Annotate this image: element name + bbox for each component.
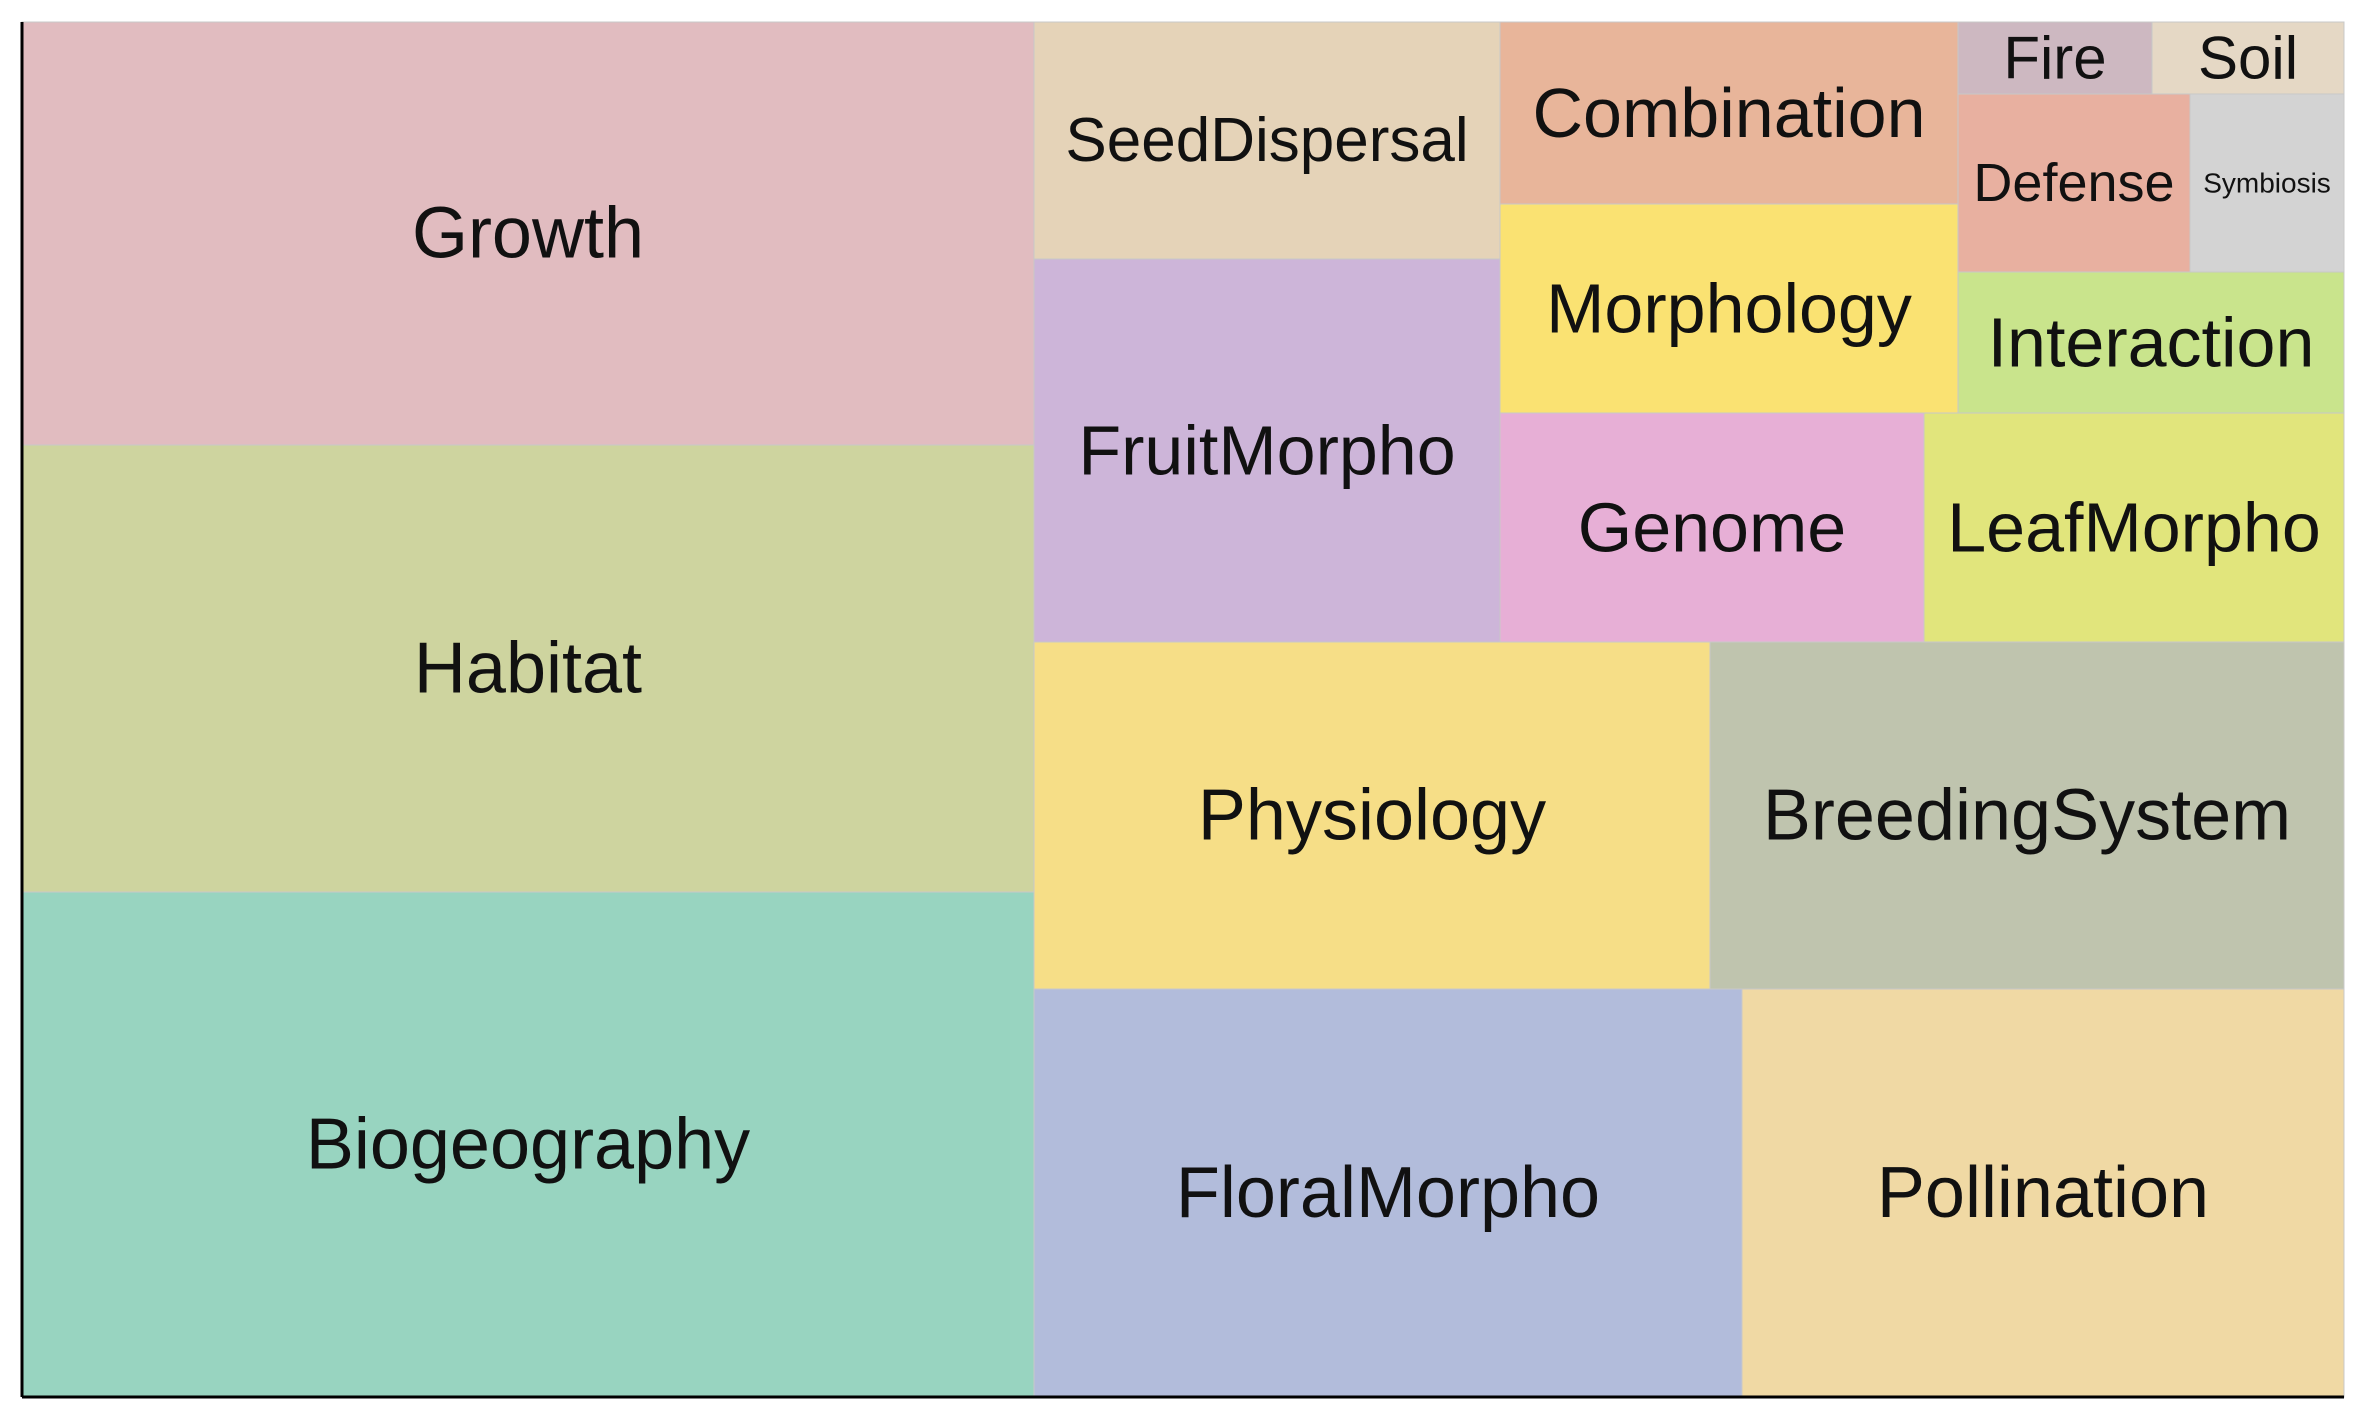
tile-label-symbiosis: Symbiosis	[2203, 168, 2331, 199]
tile-label-pollination: Pollination	[1877, 1153, 2209, 1233]
tile-label-physiology: Physiology	[1198, 776, 1546, 856]
tile-label-genome: Genome	[1578, 489, 1846, 567]
tile-leaf-morpho	[1923, 412, 2345, 643]
tile-label-seed-dispersal: SeedDispersal	[1065, 106, 1468, 175]
tile-label-defense: Defense	[1973, 153, 2174, 213]
tile-label-fruit-morpho: FruitMorpho	[1078, 412, 1455, 490]
tile-combination	[1499, 21, 1959, 205]
tile-symbiosis	[2189, 93, 2345, 273]
tile-growth	[21, 21, 1035, 446]
tile-label-habitat: Habitat	[414, 629, 642, 709]
tile-biogeography	[21, 891, 1035, 1398]
tile-label-fire: Fire	[2003, 25, 2106, 92]
tile-physiology	[1033, 641, 1711, 990]
tile-fruit-morpho	[1033, 258, 1501, 643]
tile-label-interaction: Interaction	[1988, 304, 2315, 382]
tiles-layer	[21, 21, 2345, 1398]
tile-habitat	[21, 444, 1035, 893]
labels-layer: Growth Habitat Biogeography SeedDispersal Fr…	[306, 25, 2331, 1234]
tile-interaction	[1957, 271, 2345, 414]
tile-breeding-system	[1709, 641, 2345, 990]
tile-label-growth: Growth	[412, 194, 644, 274]
tile-morphology	[1499, 203, 1959, 414]
tile-label-breeding-system: BreedingSystem	[1763, 776, 2291, 856]
tile-floral-morpho	[1033, 988, 1743, 1398]
tile-label-leaf-morpho: LeafMorpho	[1947, 489, 2321, 567]
tile-defense	[1957, 93, 2191, 273]
tile-label-combination: Combination	[1533, 74, 1926, 152]
tile-genome	[1499, 412, 1925, 643]
tile-seed-dispersal	[1033, 21, 1501, 260]
tile-label-biogeography: Biogeography	[306, 1105, 750, 1185]
tile-label-morphology: Morphology	[1546, 270, 1912, 348]
tile-pollination	[1741, 988, 2345, 1398]
tile-label-floral-morpho: FloralMorpho	[1176, 1153, 1600, 1233]
tile-fire	[1957, 21, 2153, 95]
tile-label-soil: Soil	[2198, 25, 2298, 92]
